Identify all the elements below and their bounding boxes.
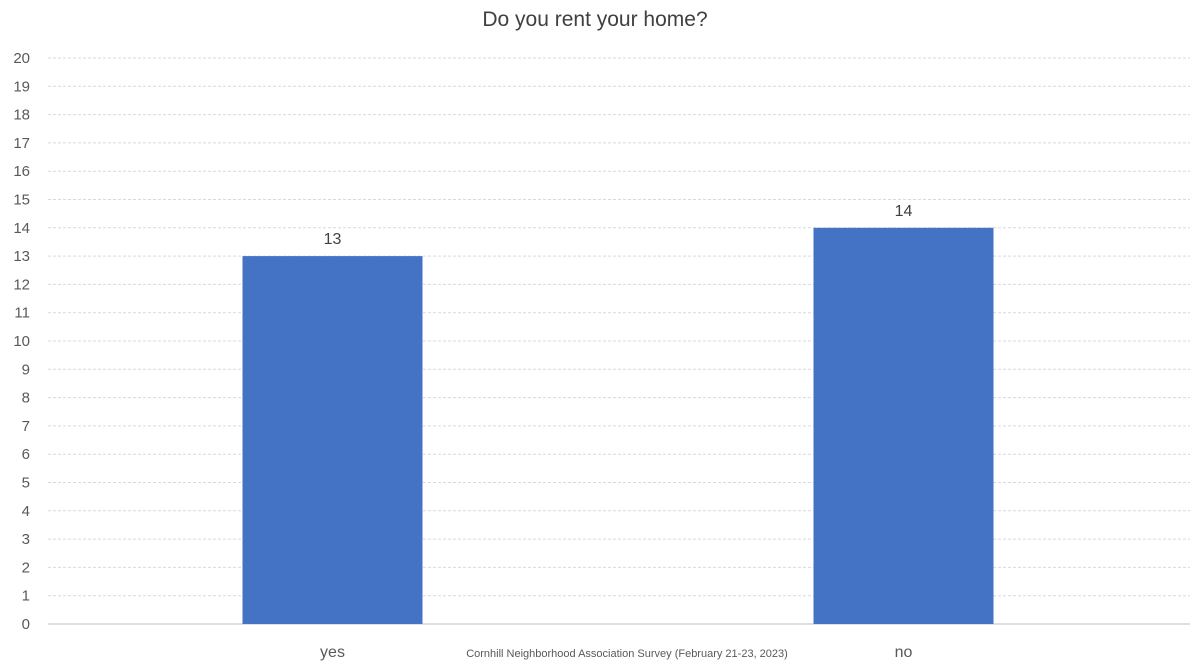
bar-no [813, 227, 994, 625]
y-tick-label: 14 [13, 220, 30, 237]
source-note: Cornhill Neighborhood Association Survey… [466, 648, 788, 660]
y-tick-label: 17 [13, 135, 30, 152]
y-tick-label: 0 [22, 616, 30, 633]
y-tick-label: 2 [22, 559, 30, 576]
y-tick-label: 12 [13, 276, 30, 293]
data-labels: 13 14 [324, 203, 913, 248]
y-tick-label: 5 [22, 475, 30, 492]
y-tick-label: 13 [13, 248, 30, 265]
data-label-no: 14 [895, 203, 913, 220]
x-tick-label-no: no [895, 644, 913, 661]
y-tick-label: 9 [22, 361, 30, 378]
y-tick-label: 3 [22, 531, 30, 548]
y-tick-label: 15 [13, 192, 30, 209]
y-tick-label: 6 [22, 446, 30, 463]
y-tick-label: 18 [13, 107, 30, 124]
y-tick-label: 7 [22, 418, 30, 435]
y-tick-label: 10 [13, 333, 30, 350]
y-tick-label: 4 [22, 503, 30, 520]
y-tick-label: 19 [13, 78, 30, 95]
y-tick-label: 20 [13, 50, 30, 67]
bar-yes [242, 256, 423, 624]
x-tick-label-yes: yes [320, 644, 345, 661]
y-tick-label: 11 [14, 305, 30, 322]
bars [242, 227, 994, 625]
y-tick-label: 8 [22, 390, 30, 407]
gridlines [48, 57, 1190, 625]
x-axis: yes no [320, 644, 912, 661]
y-tick-label: 16 [13, 163, 30, 180]
y-tick-label: 1 [22, 588, 30, 605]
data-label-yes: 13 [324, 231, 342, 248]
chart-title: Do you rent your home? [482, 8, 708, 31]
